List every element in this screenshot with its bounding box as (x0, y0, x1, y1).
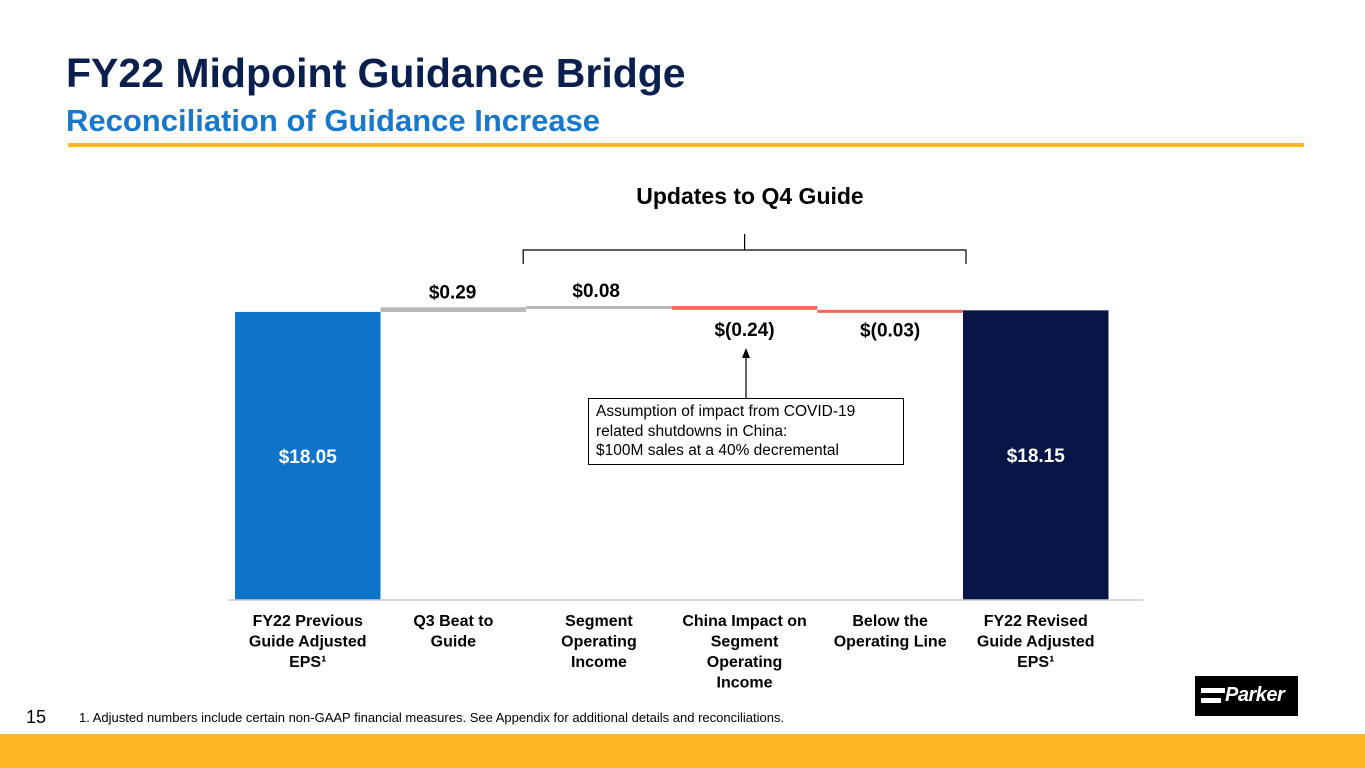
bracket-line (522, 249, 967, 264)
category-label-0-2: EPS¹ (289, 654, 326, 671)
updates-bracket (522, 234, 967, 264)
page-title: FY22 Midpoint Guidance Bridge (66, 50, 686, 96)
value-label-2: $0.08 (572, 281, 620, 302)
category-label-5-1: Guide Adjusted (977, 634, 1095, 651)
callout-arrowhead (742, 348, 750, 358)
category-label-0-1: Guide Adjusted (249, 634, 367, 651)
callout-line-3: $100M sales at a 40% decremental (596, 442, 839, 459)
footer-band (0, 734, 1365, 768)
category-label-2-2: Income (571, 654, 627, 671)
value-label-1: $0.29 (429, 282, 477, 303)
category-label-0-0: FY22 Previous (253, 613, 363, 630)
category-label-2-1: Operating (561, 634, 637, 651)
category-label-5-0: FY22 Revised (984, 613, 1088, 630)
logo-text: Parker (1225, 684, 1285, 706)
category-label-3-2: Operating (707, 654, 783, 671)
category-label-4-0: Below the (852, 613, 928, 630)
category-label-5-2: EPS¹ (1017, 654, 1054, 671)
bar-1 (380, 307, 527, 312)
category-label-3-3: Income (717, 675, 773, 692)
footnote: 1. Adjusted numbers include certain non-… (79, 710, 785, 725)
chart-title: Updates to Q4 Guide (636, 183, 863, 209)
category-label-2-0: Segment (565, 613, 633, 630)
bar-3 (671, 306, 818, 310)
value-label-3: $(0.24) (714, 320, 774, 341)
category-label-4-1: Operating Line (834, 634, 947, 651)
logo-mark-lower (1201, 698, 1221, 703)
category-label-3-1: Segment (711, 634, 779, 651)
category-label-1-0: Q3 Beat to (413, 613, 493, 630)
title-divider (68, 143, 1304, 147)
bar-2 (526, 306, 672, 310)
bar-0 (235, 311, 381, 600)
bar-4 (817, 309, 963, 313)
page-number: 15 (26, 707, 47, 727)
page-subtitle: Reconciliation of Guidance Increase (66, 103, 601, 138)
value-label-5: $18.15 (1007, 446, 1066, 467)
logo-mark (1201, 688, 1225, 693)
category-label-3-0: China Impact on (682, 613, 806, 630)
category-label-1-1: Guide (431, 634, 476, 651)
callout-line-1: Assumption of impact from COVID-19 (596, 403, 856, 420)
value-label-4: $(0.03) (860, 320, 920, 341)
covid-impact-callout: Assumption of impact from COVID-19 relat… (588, 398, 904, 465)
bar-5 (963, 310, 1109, 600)
value-label-0: $18.05 (279, 447, 338, 468)
parker-logo: Parker (1195, 676, 1298, 716)
callout-line-2: related shutdowns in China: (596, 422, 788, 440)
